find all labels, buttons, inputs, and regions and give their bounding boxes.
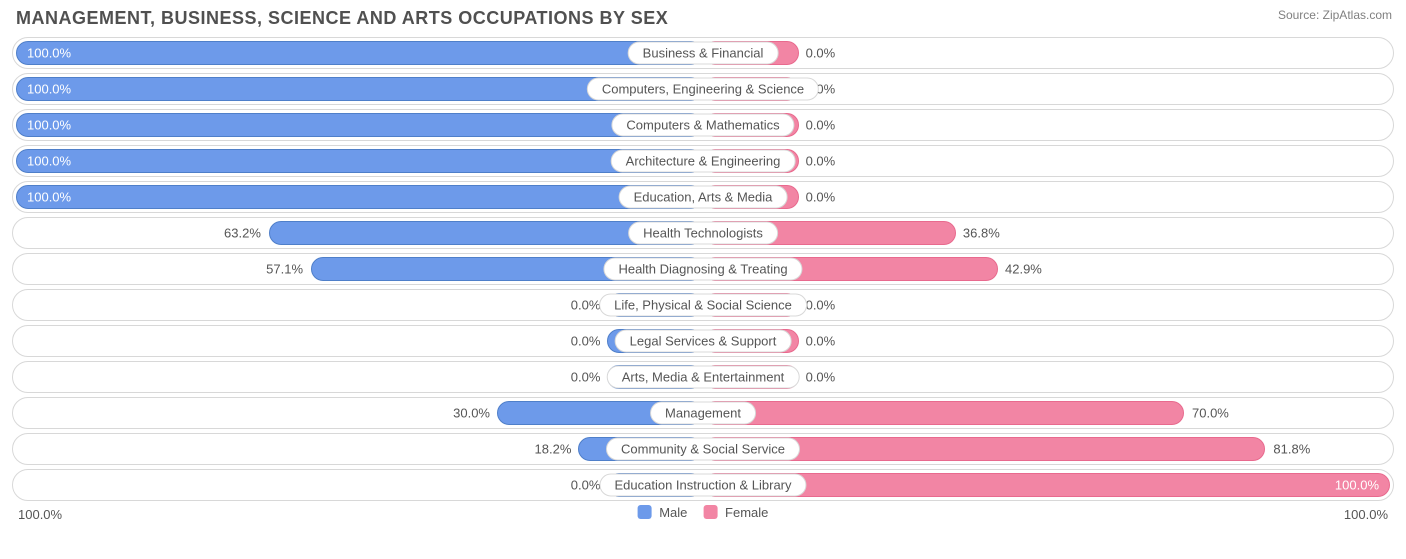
male-half: 100.0% xyxy=(13,110,703,140)
legend-label-male: Male xyxy=(659,505,687,520)
female-half: 0.0% xyxy=(703,146,1393,176)
female-value: 42.9% xyxy=(1005,262,1042,277)
axis-left-label: 100.0% xyxy=(18,507,62,522)
female-value: 0.0% xyxy=(806,46,836,61)
male-bar xyxy=(16,185,703,209)
male-value: 0.0% xyxy=(571,334,601,349)
chart-row: 57.1% 42.9% Health Diagnosing & Treating xyxy=(12,253,1394,285)
female-bar xyxy=(703,401,1184,425)
category-label: Management xyxy=(650,402,756,425)
female-half: 0.0% xyxy=(703,362,1393,392)
chart-row: 100.0% 0.0% Business & Financial xyxy=(12,37,1394,69)
male-value: 100.0% xyxy=(27,46,71,61)
male-half: 100.0% xyxy=(13,146,703,176)
category-label: Legal Services & Support xyxy=(615,330,792,353)
male-value: 63.2% xyxy=(224,226,261,241)
male-value: 100.0% xyxy=(27,82,71,97)
female-value: 0.0% xyxy=(806,118,836,133)
chart-container: MANAGEMENT, BUSINESS, SCIENCE AND ARTS O… xyxy=(0,0,1406,559)
chart-row: 0.0% 0.0%Life, Physical & Social Science xyxy=(12,289,1394,321)
category-label: Architecture & Engineering xyxy=(611,150,796,173)
male-value: 100.0% xyxy=(27,190,71,205)
chart-row: 30.0% 70.0% Management xyxy=(12,397,1394,429)
source-prefix: Source: xyxy=(1278,8,1323,22)
female-value: 0.0% xyxy=(806,334,836,349)
male-value: 100.0% xyxy=(27,154,71,169)
male-value: 0.0% xyxy=(571,370,601,385)
male-value: 57.1% xyxy=(266,262,303,277)
female-half: 0.0% xyxy=(703,326,1393,356)
female-half: 42.9% xyxy=(703,254,1393,284)
category-label: Life, Physical & Social Science xyxy=(599,294,807,317)
source-name: ZipAtlas.com xyxy=(1323,8,1392,22)
female-half: 36.8% xyxy=(703,218,1393,248)
category-label: Education, Arts & Media xyxy=(619,186,788,209)
category-label: Health Diagnosing & Treating xyxy=(603,258,802,281)
chart-row: 0.0% 0.0% Arts, Media & Entertainment xyxy=(12,361,1394,393)
female-half: 0.0% xyxy=(703,182,1393,212)
category-label: Computers & Mathematics xyxy=(611,114,794,137)
male-half: 0.0% xyxy=(13,362,703,392)
chart-axis: 100.0% 100.0% Male Female xyxy=(12,505,1394,527)
chart-legend: Male Female xyxy=(638,505,769,520)
male-half: 100.0% xyxy=(13,182,703,212)
male-value: 18.2% xyxy=(535,442,572,457)
male-bar xyxy=(16,149,703,173)
axis-right-label: 100.0% xyxy=(1344,507,1388,522)
female-value: 0.0% xyxy=(806,154,836,169)
chart-title: MANAGEMENT, BUSINESS, SCIENCE AND ARTS O… xyxy=(16,8,1394,29)
category-label: Arts, Media & Entertainment xyxy=(607,366,800,389)
legend-swatch-female xyxy=(703,505,717,519)
female-value: 0.0% xyxy=(806,370,836,385)
male-half: 57.1% xyxy=(13,254,703,284)
chart-row: 0.0% 0.0% Legal Services & Support xyxy=(12,325,1394,357)
female-half: 70.0% xyxy=(703,398,1393,428)
chart-rows: 100.0%0.0%Business & Financial100.0%0.0%… xyxy=(12,37,1394,501)
legend-item-female: Female xyxy=(703,505,768,520)
female-value: 70.0% xyxy=(1192,406,1229,421)
male-half: 0.0% xyxy=(13,326,703,356)
chart-row: 100.0%0.0%Computers, Engineering & Scien… xyxy=(12,73,1394,105)
female-value: 0.0% xyxy=(806,190,836,205)
category-label: Health Technologists xyxy=(628,222,778,245)
male-half: 100.0% xyxy=(13,38,703,68)
category-label: Computers, Engineering & Science xyxy=(587,78,819,101)
male-value: 100.0% xyxy=(27,118,71,133)
legend-item-male: Male xyxy=(638,505,688,520)
source-attribution: Source: ZipAtlas.com xyxy=(1278,8,1392,22)
legend-label-female: Female xyxy=(725,505,768,520)
male-half: 30.0% xyxy=(13,398,703,428)
female-half: 0.0% xyxy=(703,38,1393,68)
chart-row: 18.2% 81.8% Community & Social Service xyxy=(12,433,1394,465)
male-half: 18.2% xyxy=(13,434,703,464)
male-half: 63.2% xyxy=(13,218,703,248)
chart-row: 100.0% 0.0% Education, Arts & Media xyxy=(12,181,1394,213)
female-value: 100.0% xyxy=(1335,478,1379,493)
chart-row: 63.2% 36.8% Health Technologists xyxy=(12,217,1394,249)
female-half: 100.0% xyxy=(703,470,1393,500)
male-bar xyxy=(16,113,703,137)
chart-row: 100.0% 0.0% Architecture & Engineering xyxy=(12,145,1394,177)
male-bar xyxy=(16,41,703,65)
category-label: Business & Financial xyxy=(628,42,779,65)
category-label: Education Instruction & Library xyxy=(599,474,806,497)
male-value: 30.0% xyxy=(453,406,490,421)
female-half: 81.8% xyxy=(703,434,1393,464)
male-value: 0.0% xyxy=(571,478,601,493)
chart-row: 0.0% 100.0% Education Instruction & Librar… xyxy=(12,469,1394,501)
female-half: 0.0% xyxy=(703,110,1393,140)
chart-row: 100.0% 0.0% Computers & Mathematics xyxy=(12,109,1394,141)
female-value: 36.8% xyxy=(963,226,1000,241)
legend-swatch-male xyxy=(638,505,652,519)
category-label: Community & Social Service xyxy=(606,438,800,461)
female-value: 0.0% xyxy=(806,298,836,313)
male-value: 0.0% xyxy=(571,298,601,313)
female-value: 81.8% xyxy=(1273,442,1310,457)
